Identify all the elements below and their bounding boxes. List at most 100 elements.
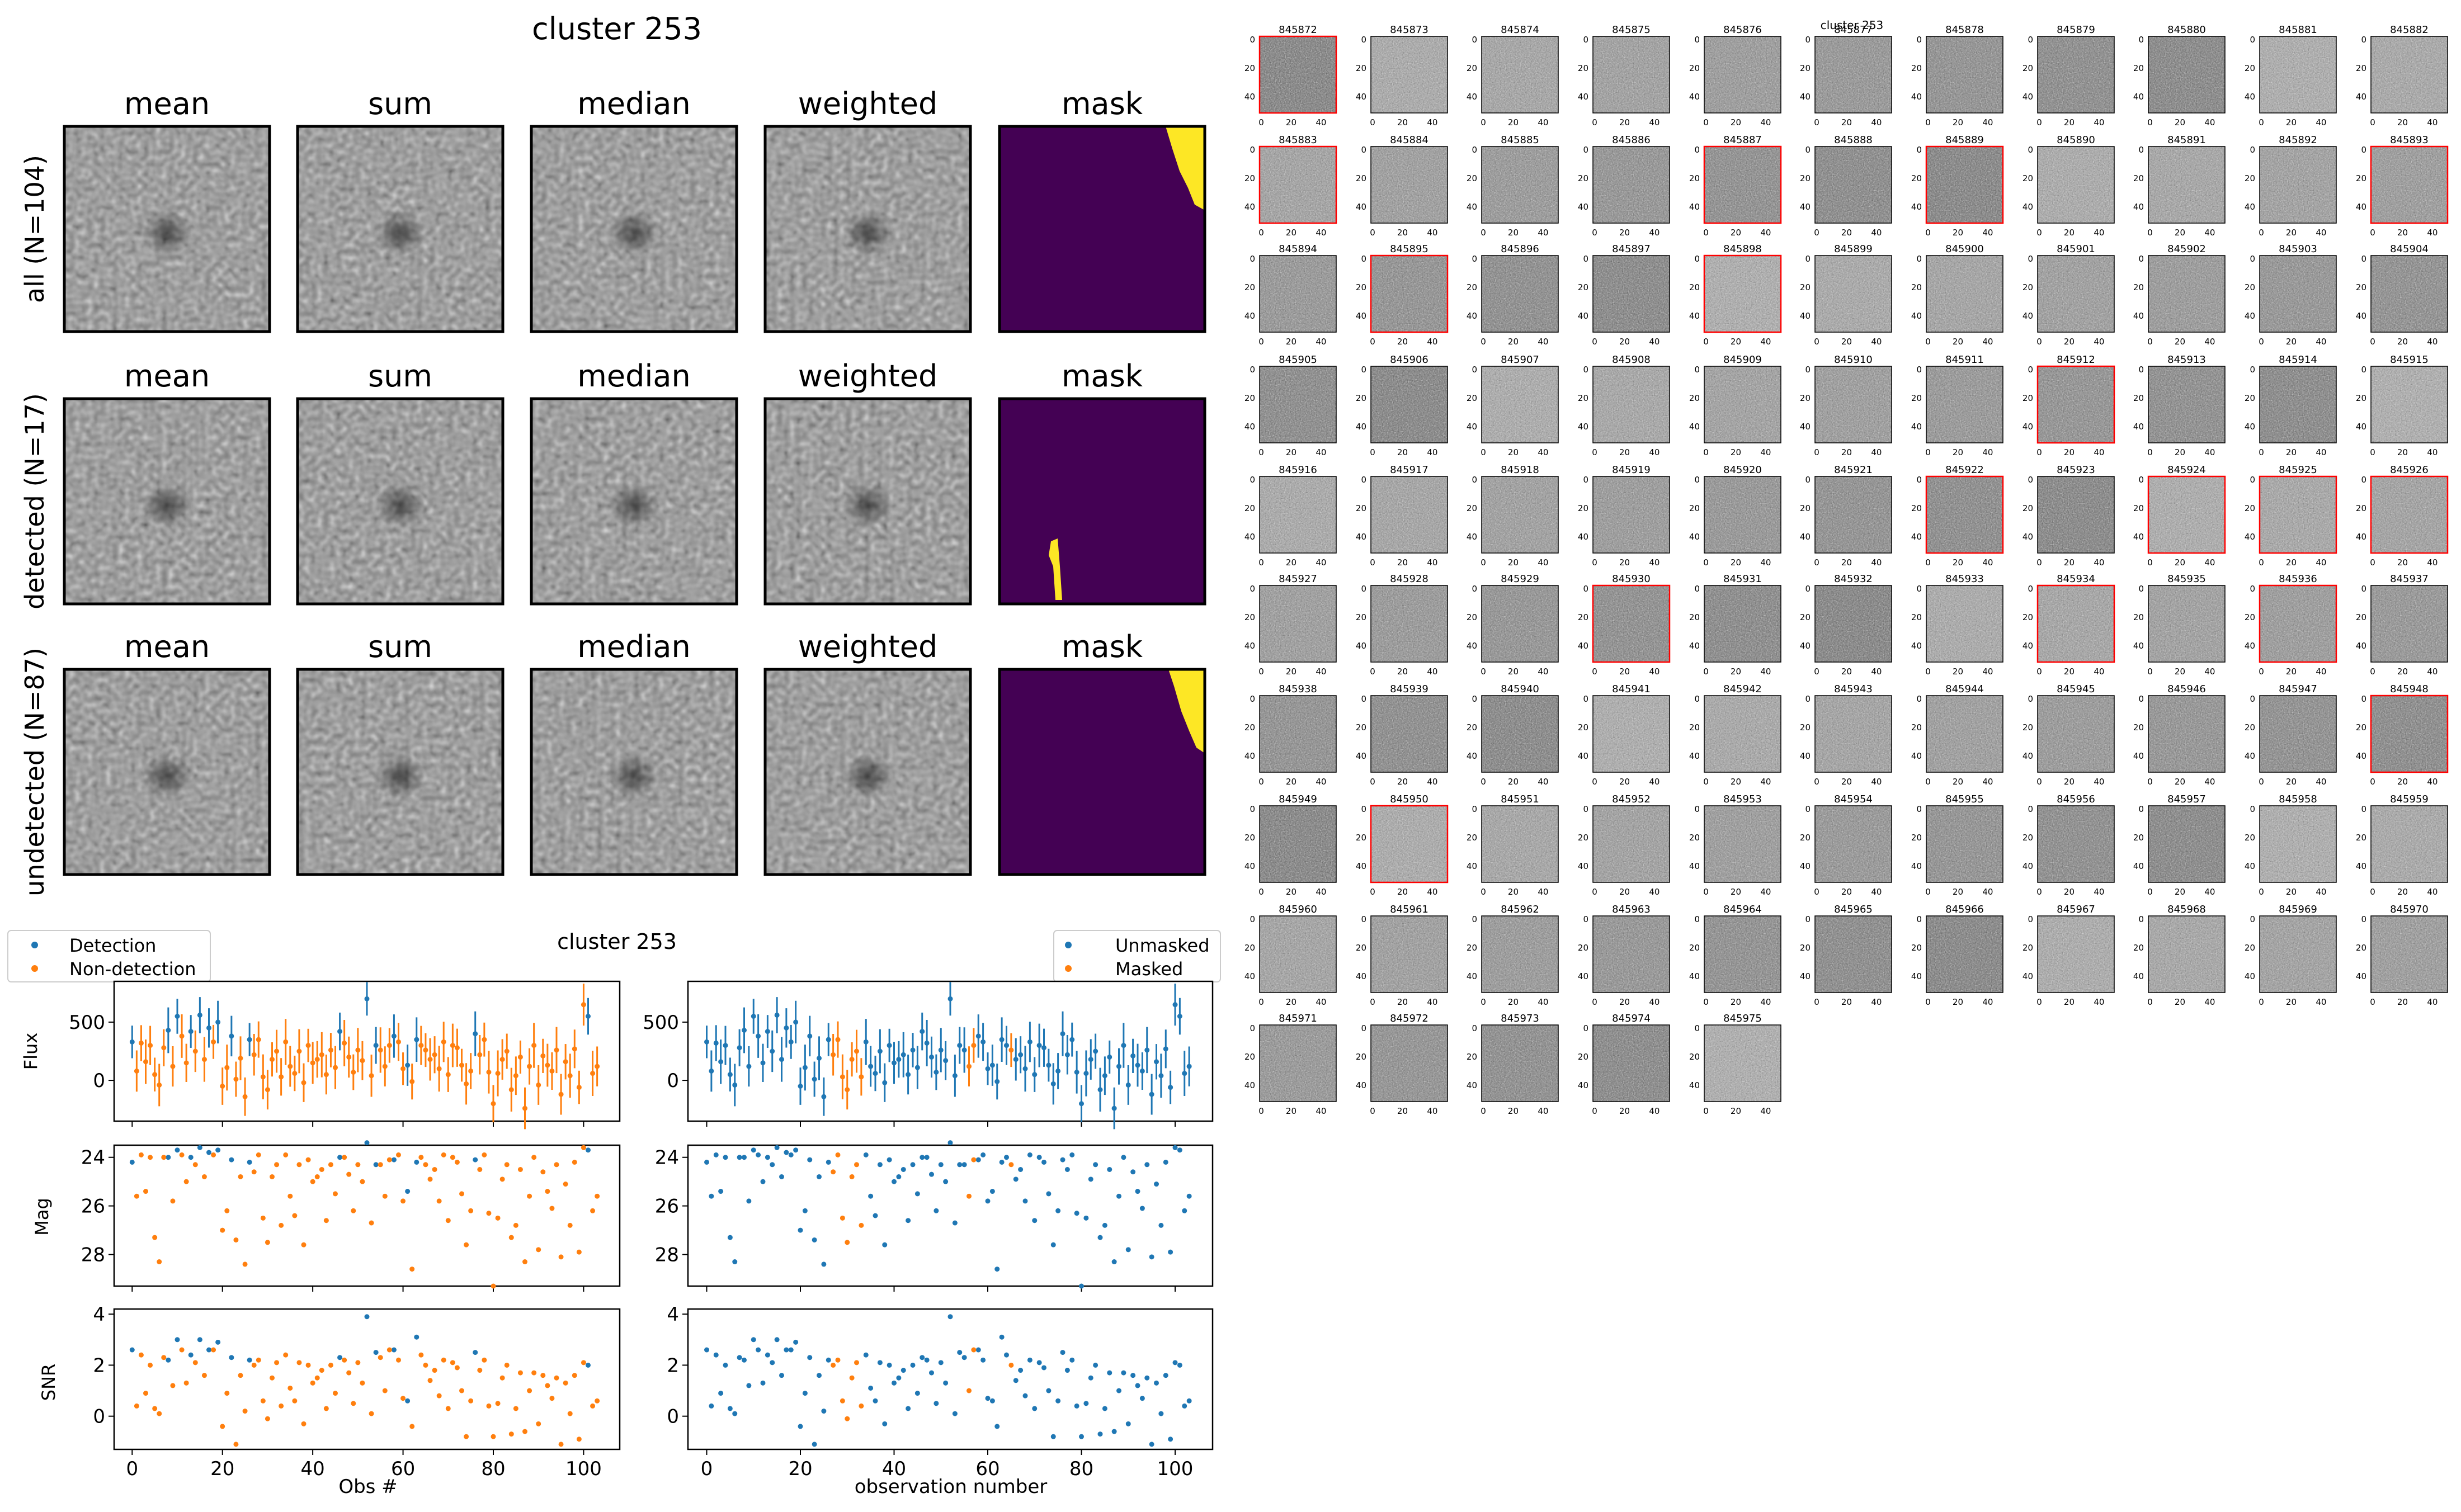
data-point	[788, 1039, 794, 1045]
data-point	[423, 1047, 428, 1053]
cutout-ytick: 20	[2245, 282, 2255, 292]
cutout-xtick: 0	[1370, 997, 1375, 1007]
cutout-noise	[1815, 585, 1892, 662]
data-point	[305, 1043, 311, 1048]
data-point	[265, 1087, 270, 1093]
cutout-xtick: 0	[1925, 777, 1931, 787]
cutout-xtick: 40	[1649, 228, 1659, 238]
cutout-noise	[1593, 696, 1670, 772]
cutout-xtick: 0	[1258, 997, 1264, 1007]
cutout-xtick: 0	[2036, 997, 2042, 1007]
data-point	[517, 1054, 523, 1060]
cutout-id: 845913	[2167, 354, 2206, 366]
data-point	[161, 1155, 167, 1160]
data-point	[260, 1215, 266, 1221]
cutout-frame	[1481, 36, 1559, 114]
cutout-ytick: 40	[1689, 861, 1700, 871]
data-point	[473, 1031, 478, 1037]
cutout-noise	[2038, 256, 2114, 332]
cutout-id: 845956	[2057, 793, 2095, 805]
cutout-ytick: 40	[2133, 422, 2144, 432]
cutout-ytick: 0	[1583, 145, 1588, 155]
cutout-xtick: 0	[1370, 887, 1375, 897]
data-point	[859, 1074, 864, 1080]
cutout-ytick: 0	[1916, 584, 1922, 594]
data-point	[793, 1147, 799, 1153]
cutout-xtick: 40	[1760, 117, 1771, 127]
cutout-xtick: 0	[2147, 337, 2153, 347]
cutout-xtick: 40	[1316, 997, 1326, 1007]
data-point	[373, 1350, 379, 1355]
cutout-ytick: 20	[1356, 1052, 1366, 1062]
data-point	[980, 1152, 986, 1157]
cutout-noise	[2148, 476, 2225, 553]
cutout-noise	[1260, 696, 1336, 772]
cutout-noise	[2038, 585, 2114, 662]
data-point	[206, 1347, 211, 1353]
data-point	[774, 1145, 780, 1150]
data-point	[531, 1370, 537, 1376]
cutout-xtick: 40	[1649, 997, 1659, 1007]
cutout-ytick: 20	[1467, 63, 1477, 73]
data-point	[1074, 1211, 1079, 1216]
data-point	[793, 1019, 799, 1025]
data-point	[1135, 1062, 1140, 1068]
data-point	[508, 1087, 514, 1093]
cutout-frame	[1481, 255, 1559, 333]
cutout-xtick: 0	[2370, 997, 2375, 1007]
data-point	[1186, 1398, 1192, 1404]
data-point	[882, 1080, 888, 1085]
data-point	[386, 1043, 392, 1048]
cutout-id: 845959	[2390, 793, 2429, 805]
cutout-id: 845884	[1390, 134, 1428, 146]
cutout-ytick: 0	[1250, 914, 1255, 924]
cutout-xtick: 20	[1841, 887, 1852, 897]
cutout-xtick: 20	[1508, 557, 1519, 568]
cutout-ytick: 40	[1244, 641, 1255, 651]
cutout-xtick: 20	[2175, 997, 2185, 1007]
cutout-ytick: 40	[2356, 92, 2366, 102]
cutout-frame	[1814, 585, 1892, 663]
data-point	[292, 1398, 298, 1404]
cutout-ytick: 0	[2250, 365, 2255, 375]
data-point	[1135, 1189, 1140, 1194]
data-point	[342, 1040, 347, 1046]
cutout-frame	[2370, 366, 2448, 443]
cutout-ytick: 20	[1689, 503, 1700, 513]
cutout-xtick: 40	[1982, 557, 1993, 568]
cutout-frame	[1926, 805, 2003, 883]
data-point	[989, 1062, 995, 1068]
cutout-xtick: 20	[2397, 777, 2408, 787]
cutout-xtick: 0	[2036, 887, 2042, 897]
cutout-noise	[1260, 36, 1336, 113]
data-point	[1055, 1208, 1061, 1213]
cutout-xtick: 0	[1703, 337, 1709, 347]
cutout-xtick: 40	[2204, 777, 2215, 787]
data-point	[760, 1179, 766, 1184]
cutout-id: 845887	[1723, 134, 1762, 146]
cutout-ytick: 20	[1800, 612, 1811, 622]
data-point	[887, 1157, 892, 1163]
cutout-frame	[1370, 585, 1448, 663]
cutout-ytick: 20	[1244, 722, 1255, 733]
cutout-ytick: 40	[2133, 202, 2144, 212]
stacks-title: cluster 253	[532, 11, 702, 46]
data-point	[999, 1037, 1005, 1042]
cutout-ytick: 0	[1694, 145, 1700, 155]
cutout-ytick: 0	[1250, 584, 1255, 594]
legend-unmasked: Unmasked	[1115, 935, 1210, 956]
cutout-ytick: 40	[1911, 971, 1922, 981]
cutout-ytick: 20	[1356, 173, 1366, 183]
data-point	[1130, 1169, 1136, 1175]
cutout-ytick: 40	[1800, 422, 1811, 432]
cutout-xtick: 40	[2316, 337, 2326, 347]
panel-frame	[763, 668, 972, 876]
cutout-noise	[2260, 256, 2336, 332]
cutout-xtick: 40	[2094, 447, 2104, 457]
data-point	[892, 1060, 897, 1066]
cutout-id: 845877	[1834, 24, 1873, 36]
data-point	[581, 1360, 586, 1365]
cutout-xtick: 40	[2316, 997, 2326, 1007]
data-point	[1186, 1193, 1192, 1199]
cutout-ytick: 0	[2361, 145, 2366, 155]
